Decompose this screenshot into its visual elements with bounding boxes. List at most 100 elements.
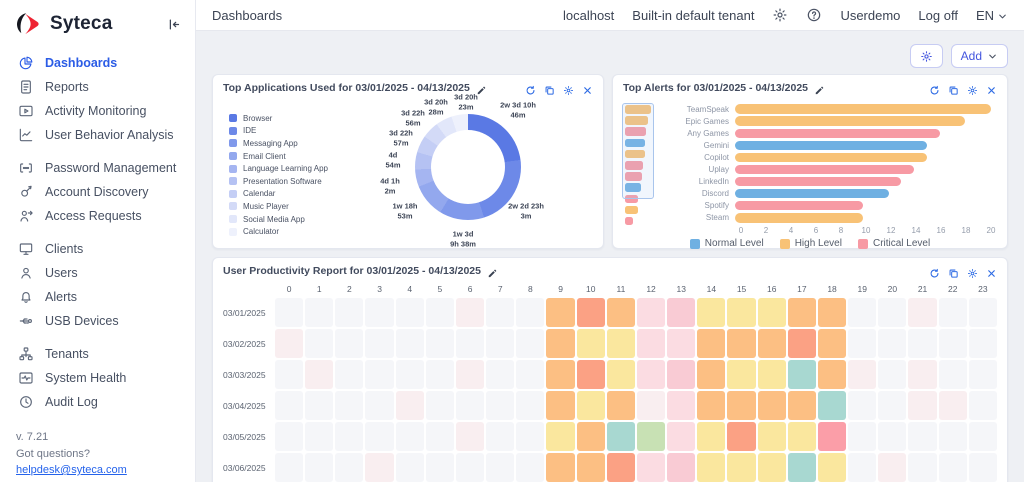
heatmap-cell[interactable]	[335, 422, 364, 451]
heatmap-cell[interactable]	[305, 360, 334, 389]
legend-item-ide[interactable]: IDE	[229, 125, 328, 138]
heatmap-cell[interactable]	[425, 360, 454, 389]
heatmap-cell[interactable]	[275, 360, 304, 389]
duplicate-icon[interactable]	[544, 83, 555, 95]
heatmap-cell[interactable]	[425, 329, 454, 358]
heatmap-cell[interactable]	[275, 453, 304, 482]
heatmap-cell[interactable]	[455, 329, 485, 358]
heatmap-cell[interactable]	[938, 329, 967, 358]
heatmap-cell[interactable]	[606, 360, 635, 389]
legend-item-music-player[interactable]: Music Player	[229, 200, 328, 213]
heatmap-cell[interactable]	[908, 453, 937, 482]
widget-settings-icon[interactable]	[967, 83, 978, 95]
heatmap-cell[interactable]	[817, 329, 847, 358]
username[interactable]: Userdemo	[840, 7, 901, 23]
heatmap-cell[interactable]	[365, 391, 394, 420]
heatmap-cell[interactable]	[757, 298, 786, 327]
heatmap-cell[interactable]	[757, 391, 786, 420]
heatmap-cell[interactable]	[516, 453, 545, 482]
heatmap-cell[interactable]	[757, 422, 786, 451]
sidebar-item-account-discovery[interactable]: Account Discovery	[0, 180, 195, 204]
heatmap-cell[interactable]	[275, 422, 304, 451]
widget-settings-icon[interactable]	[563, 83, 574, 95]
heatmap-cell[interactable]	[697, 453, 726, 482]
heatmap-cell[interactable]	[817, 391, 847, 420]
heatmap-cell[interactable]	[848, 298, 877, 327]
heatmap-cell[interactable]	[455, 422, 485, 451]
heatmap-cell[interactable]	[365, 360, 394, 389]
heatmap-cell[interactable]	[757, 360, 786, 389]
refresh-icon[interactable]	[929, 83, 940, 94]
sidebar-collapse-icon[interactable]	[166, 17, 181, 32]
minimap-selection[interactable]	[622, 103, 654, 199]
tenant-label[interactable]: Built-in default tenant	[632, 7, 755, 23]
sidebar-item-activity-monitoring[interactable]: Activity Monitoring	[0, 99, 195, 123]
close-icon[interactable]	[582, 83, 593, 94]
alert-bar[interactable]	[735, 201, 863, 211]
heatmap-cell[interactable]	[697, 360, 726, 389]
heatmap-cell[interactable]	[576, 329, 605, 358]
heatmap-cell[interactable]	[787, 453, 816, 482]
heatmap-cell[interactable]	[938, 422, 967, 451]
heatmap-cell[interactable]	[395, 422, 424, 451]
heatmap-cell[interactable]	[576, 360, 605, 389]
heatmap-cell[interactable]	[968, 298, 997, 327]
heatmap-cell[interactable]	[727, 329, 756, 358]
legend-item-normal-level[interactable]: Normal Level	[689, 238, 764, 249]
heatmap-cell[interactable]	[576, 422, 605, 451]
sidebar-item-user-behavior-analysis[interactable]: User Behavior Analysis	[0, 123, 195, 147]
close-icon[interactable]	[986, 83, 997, 94]
alert-bar[interactable]	[735, 128, 940, 138]
alert-bar[interactable]	[735, 152, 927, 163]
heatmap-cell[interactable]	[275, 391, 304, 420]
heatmap-cell[interactable]	[305, 329, 334, 358]
sidebar-item-password-management[interactable]: Password Management	[0, 156, 195, 180]
heatmap-cell[interactable]	[606, 422, 635, 451]
heatmap-cell[interactable]	[667, 422, 696, 451]
heatmap-cell[interactable]	[817, 453, 847, 482]
heatmap-cell[interactable]	[546, 360, 575, 389]
heatmap-cell[interactable]	[878, 391, 907, 420]
sidebar-item-audit-log[interactable]: Audit Log	[0, 390, 195, 414]
alert-bar[interactable]	[735, 116, 966, 126]
heatmap-cell[interactable]	[968, 453, 997, 482]
heatmap-cell[interactable]	[486, 422, 515, 451]
legend-item-language-learning-app[interactable]: Language Learning App	[229, 162, 328, 175]
heatmap-cell[interactable]	[455, 391, 485, 420]
refresh-icon[interactable]	[929, 266, 940, 277]
heatmap-cell[interactable]	[878, 360, 907, 389]
legend-item-messaging-app[interactable]: Messaging App	[229, 137, 328, 150]
legend-item-critical-level[interactable]: Critical Level	[857, 238, 930, 249]
heatmap-cell[interactable]	[938, 391, 967, 420]
heatmap-cell[interactable]	[486, 298, 515, 327]
heatmap-cell[interactable]	[938, 453, 967, 482]
heatmap-cell[interactable]	[757, 453, 786, 482]
heatmap-cell[interactable]	[727, 360, 756, 389]
heatmap-cell[interactable]	[908, 422, 937, 451]
heatmap-cell[interactable]	[697, 298, 726, 327]
heatmap-cell[interactable]	[335, 329, 364, 358]
sidebar-item-system-health[interactable]: System Health	[0, 366, 195, 390]
heatmap-cell[interactable]	[636, 391, 666, 420]
helpdesk-link[interactable]: helpdesk@syteca.com	[16, 464, 127, 476]
edit-pencil-icon[interactable]	[476, 83, 487, 94]
widget-settings-icon[interactable]	[967, 266, 978, 278]
alert-bar[interactable]	[735, 189, 889, 199]
duplicate-icon[interactable]	[948, 83, 959, 95]
sidebar-item-clients[interactable]: Clients	[0, 237, 195, 261]
heatmap-cell[interactable]	[727, 453, 756, 482]
heatmap-cell[interactable]	[636, 360, 666, 389]
legend-item-calendar[interactable]: Calendar	[229, 188, 328, 201]
language-selector[interactable]: EN	[976, 8, 1008, 23]
heatmap-cell[interactable]	[848, 453, 877, 482]
refresh-icon[interactable]	[525, 83, 536, 94]
alert-bar[interactable]	[735, 213, 863, 223]
heatmap-cell[interactable]	[395, 391, 424, 420]
heatmap-cell[interactable]	[878, 422, 907, 451]
heatmap-cell[interactable]	[787, 298, 816, 327]
sidebar-item-tenants[interactable]: Tenants	[0, 342, 195, 366]
heatmap-cell[interactable]	[546, 298, 575, 327]
settings-gear-icon[interactable]	[772, 7, 788, 23]
sidebar-item-dashboards[interactable]: Dashboards	[0, 51, 195, 75]
sidebar-item-usb-devices[interactable]: USB Devices	[0, 309, 195, 333]
